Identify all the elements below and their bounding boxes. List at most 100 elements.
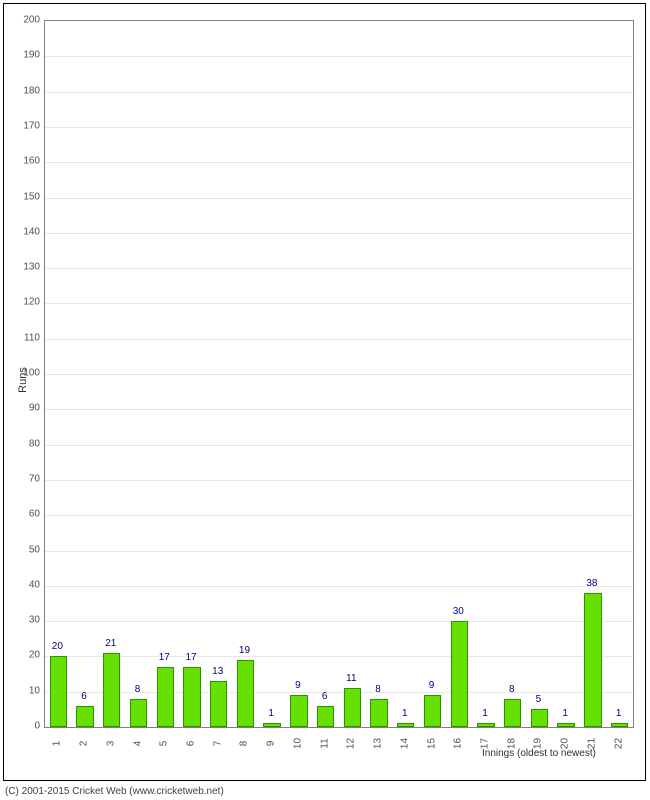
bar (290, 695, 307, 727)
bar-value-label: 38 (586, 578, 597, 589)
bar-value-label: 5 (536, 694, 542, 705)
bar (531, 709, 548, 727)
gridline (45, 56, 633, 57)
x-tick-label: 19 (533, 738, 544, 749)
bar-value-label: 21 (105, 638, 116, 649)
gridline (45, 480, 633, 481)
x-tick-label: 3 (105, 741, 116, 747)
gridline (45, 551, 633, 552)
bar (370, 699, 387, 727)
bar-value-label: 13 (212, 666, 223, 677)
y-tick-label: 110 (24, 332, 40, 343)
bar-value-label: 9 (295, 680, 301, 691)
bar-value-label: 30 (453, 606, 464, 617)
bar-value-label: 8 (375, 684, 381, 695)
y-tick-label: 150 (23, 191, 40, 202)
bar (76, 706, 93, 727)
bar (317, 706, 334, 727)
bar (584, 593, 601, 727)
x-tick-label: 21 (586, 738, 597, 749)
bar (103, 653, 120, 727)
x-tick-label: 7 (212, 741, 223, 747)
y-tick-label: 120 (23, 297, 40, 308)
x-tick-label: 18 (506, 738, 517, 749)
bar (183, 667, 200, 727)
y-tick-label: 180 (23, 85, 40, 96)
bar (397, 723, 414, 727)
x-tick-label: 9 (266, 741, 277, 747)
gridline (45, 374, 633, 375)
bar-value-label: 6 (322, 691, 328, 702)
y-tick-label: 140 (23, 226, 40, 237)
gridline (45, 339, 633, 340)
gridline (45, 268, 633, 269)
y-tick-label: 0 (34, 721, 40, 732)
bar-value-label: 8 (135, 684, 141, 695)
gridline (45, 92, 633, 93)
copyright-text: (C) 2001-2015 Cricket Web (www.cricketwe… (5, 786, 224, 797)
gridline (45, 198, 633, 199)
bar (477, 723, 494, 727)
y-tick-label: 170 (23, 120, 40, 131)
y-tick-label: 20 (29, 650, 40, 661)
gridline (45, 233, 633, 234)
gridline (45, 656, 633, 657)
gridline (45, 127, 633, 128)
x-tick-label: 15 (426, 738, 437, 749)
y-tick-label: 40 (29, 579, 40, 590)
x-axis-title: Innings (oldest to newest) (482, 748, 596, 759)
x-tick-label: 13 (373, 738, 384, 749)
y-tick-label: 190 (23, 50, 40, 61)
bar (130, 699, 147, 727)
y-tick-label: 80 (29, 438, 40, 449)
gridline (45, 515, 633, 516)
plot-area (44, 20, 634, 728)
bar (557, 723, 574, 727)
y-tick-label: 60 (29, 509, 40, 520)
bar-value-label: 19 (239, 645, 250, 656)
gridline (45, 409, 633, 410)
x-tick-label: 2 (79, 741, 90, 747)
bar (157, 667, 174, 727)
y-tick-label: 200 (23, 15, 40, 26)
y-tick-label: 90 (29, 403, 40, 414)
bar-value-label: 1 (268, 708, 274, 719)
bar-value-label: 17 (159, 652, 170, 663)
bar-value-label: 11 (346, 673, 356, 684)
x-tick-label: 1 (52, 741, 63, 747)
bar-value-label: 1 (562, 708, 568, 719)
bar-value-label: 9 (429, 680, 435, 691)
bar (504, 699, 521, 727)
bar-value-label: 6 (81, 691, 87, 702)
bar-value-label: 1 (482, 708, 488, 719)
bar (344, 688, 361, 727)
y-tick-label: 70 (29, 473, 40, 484)
bar-value-label: 1 (616, 708, 622, 719)
x-tick-label: 14 (399, 738, 410, 749)
x-tick-label: 10 (292, 738, 303, 749)
bar (611, 723, 628, 727)
x-tick-label: 22 (613, 738, 624, 749)
gridline (45, 692, 633, 693)
x-tick-label: 8 (239, 741, 250, 747)
bar (263, 723, 280, 727)
x-tick-label: 20 (560, 738, 571, 749)
gridline (45, 586, 633, 587)
x-tick-label: 4 (132, 741, 143, 747)
x-tick-label: 5 (159, 741, 170, 747)
bar-value-label: 8 (509, 684, 515, 695)
bar (237, 660, 254, 727)
chart-container: Runs Innings (oldest to newest) (C) 2001… (0, 0, 650, 800)
gridline (45, 303, 633, 304)
x-tick-label: 11 (319, 738, 330, 748)
gridline (45, 621, 633, 622)
bar (210, 681, 227, 727)
x-tick-label: 12 (346, 738, 357, 749)
y-tick-label: 160 (23, 156, 40, 167)
bar (424, 695, 441, 727)
bar-value-label: 1 (402, 708, 408, 719)
y-tick-label: 10 (29, 685, 40, 696)
x-tick-label: 6 (186, 741, 197, 747)
bar (451, 621, 468, 727)
y-tick-label: 100 (23, 368, 40, 379)
